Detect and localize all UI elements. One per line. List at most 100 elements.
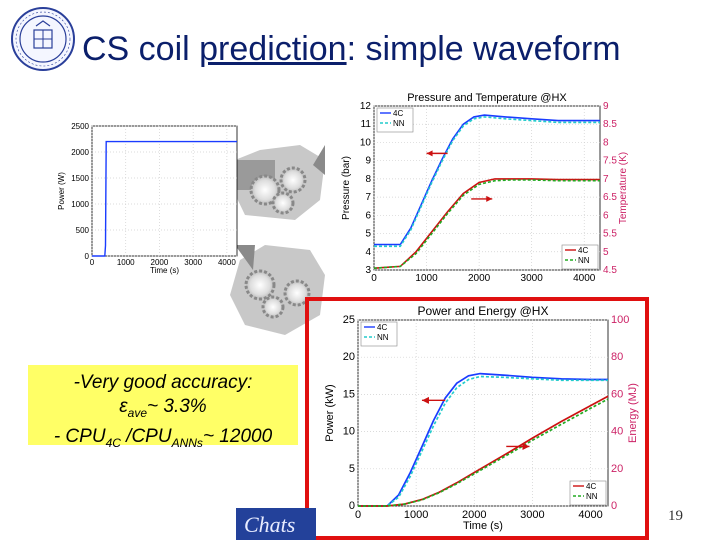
- y-tick-label: 25: [343, 314, 355, 326]
- y-tick-label: 5: [365, 229, 371, 240]
- power-waveform-chart: 0 500 1000 1500 2000 2500 0 1000 2000 3000 4000 Tim…: [57, 122, 238, 275]
- y-right-tick-label: 60: [611, 388, 623, 400]
- series-line-power-4c: [358, 372, 608, 507]
- series-line-energy-nn: [358, 398, 609, 507]
- chart-title: Power and Energy @HX: [418, 304, 549, 318]
- y-right-tick-label: 8.5: [603, 119, 617, 130]
- x-tick-label: 2000: [468, 273, 491, 284]
- x-tick-label: 4000: [578, 509, 602, 521]
- temperature-arrow-head: [486, 195, 493, 202]
- y-axis-label: Power (W): [57, 172, 66, 210]
- pressure-arrow-head: [426, 150, 433, 157]
- x-axis-label: Time (s): [150, 266, 179, 275]
- series-line-power: [92, 140, 237, 257]
- x-tick-label: 0: [371, 273, 377, 284]
- y-tick-label: 9: [365, 156, 371, 167]
- gears-top: [233, 145, 325, 220]
- x-tick-label: 3000: [184, 258, 202, 267]
- legend-bottom-box: [561, 244, 599, 270]
- plot-area: [357, 319, 609, 507]
- y-right-tick-label: 9: [603, 101, 609, 112]
- y-tick-label: 500: [76, 226, 90, 235]
- y-tick-label: 1500: [71, 174, 89, 183]
- plot-area: [373, 105, 601, 271]
- x-tick-label: 4000: [218, 258, 236, 267]
- plot-area: [91, 125, 238, 257]
- y-right-tick-label: 80: [611, 351, 623, 363]
- y-tick-label: 7: [365, 192, 371, 203]
- slide-title: CS coil prediction: simple waveform: [82, 30, 621, 68]
- y-right-tick-label: 7.5: [603, 156, 617, 167]
- legend-bottom-label: NN: [586, 492, 598, 501]
- y-right-axis-label: Energy (MJ): [627, 383, 639, 443]
- x-tick-label: 1000: [117, 258, 135, 267]
- y-right-tick-label: 4.5: [603, 265, 617, 276]
- y-tick-label: 1000: [71, 200, 89, 209]
- legend-top-label: 4C: [377, 323, 387, 332]
- y-tick-label: 4: [365, 247, 371, 258]
- series-line-temperature-nn: [373, 179, 600, 269]
- y-tick-label: 0: [85, 252, 90, 261]
- power-arrow-head: [421, 396, 429, 404]
- y-right-tick-label: 6: [603, 210, 609, 221]
- x-tick-label: 3000: [521, 273, 544, 284]
- x-tick-label: 3000: [520, 509, 544, 521]
- legend-top-box: [376, 107, 414, 133]
- legend-bottom-label: 4C: [578, 246, 588, 255]
- chart-title: Pressure and Temperature @HX: [407, 92, 567, 104]
- university-seal-logo: [11, 7, 75, 71]
- y-tick-label: 3: [365, 265, 371, 276]
- chats-logo: Chats: [236, 508, 316, 540]
- x-tick-label: 2000: [151, 258, 169, 267]
- legend-bottom-label: NN: [578, 256, 590, 265]
- x-tick-label: 1000: [415, 273, 438, 284]
- accuracy-callout: -Very good accuracy: εave~ 3.3% - CPU4C …: [28, 365, 298, 450]
- y-tick-label: 10: [343, 426, 355, 438]
- legend-top-label: NN: [393, 119, 405, 128]
- y-tick-label: 12: [360, 101, 372, 112]
- y-right-tick-label: 100: [611, 314, 629, 326]
- x-axis-label: Time (s): [463, 520, 503, 532]
- y-right-axis-label: Temperature (K): [618, 152, 629, 224]
- y-tick-label: 20: [343, 351, 355, 363]
- y-tick-label: 15: [343, 388, 355, 400]
- legend-top-box: [360, 321, 398, 347]
- x-tick-label: 0: [355, 509, 361, 521]
- y-right-tick-label: 5.5: [603, 229, 617, 240]
- callout-line-3: - CPU4C /CPUANNs~ 12000: [53, 425, 273, 450]
- y-right-tick-label: 5: [603, 247, 609, 258]
- gears-bottom: [230, 245, 325, 335]
- power-energy-chart: 0 5 10 15 20 25 0 1000 2000 3000 4000 0 20 40 60 80 100 P…: [324, 304, 639, 532]
- legend-bottom-label: 4C: [586, 482, 596, 491]
- x-tick-label: 0: [90, 258, 95, 267]
- y-tick-label: 2000: [71, 148, 89, 157]
- legend-top-label: 4C: [393, 109, 403, 118]
- callout-line-2: εave~ 3.3%: [119, 396, 207, 420]
- series-line-pressure-nn: [374, 116, 600, 248]
- y-tick-label: 2500: [71, 122, 89, 131]
- legend-top-label: NN: [377, 333, 389, 342]
- neural-network-gears-diagram: [230, 145, 325, 335]
- x-tick-label: 4000: [573, 273, 596, 284]
- page-number: 19: [668, 508, 683, 524]
- y-right-tick-label: 7: [603, 174, 609, 185]
- legend-bottom-box: [569, 480, 607, 506]
- y-axis-label: Pressure (bar): [341, 156, 352, 220]
- y-right-tick-label: 8: [603, 137, 609, 148]
- callout-line-1: -Very good accuracy:: [73, 372, 253, 393]
- x-tick-label: 2000: [462, 509, 486, 521]
- y-right-tick-label: 6.5: [603, 192, 617, 203]
- highlight-frame: [305, 297, 649, 540]
- series-line-power-nn: [358, 375, 608, 507]
- energy-arrow-head: [522, 442, 530, 450]
- y-tick-label: 8: [365, 174, 371, 185]
- series-line-temperature-4c: [373, 178, 600, 269]
- y-tick-label: 11: [361, 119, 372, 130]
- y-tick-label: 5: [349, 463, 355, 475]
- y-right-tick-label: 40: [611, 426, 623, 438]
- y-right-tick-label: 20: [611, 463, 623, 475]
- y-axis-label: Power (kW): [324, 384, 336, 441]
- x-tick-label: 1000: [404, 509, 428, 521]
- pressure-temperature-chart: 3 4 5 6 7 8 9 10 11 12 0 1000 2000 3000 4000 4.5 5 5.5 6 6.…: [341, 92, 629, 284]
- y-tick-label: 0: [349, 500, 355, 512]
